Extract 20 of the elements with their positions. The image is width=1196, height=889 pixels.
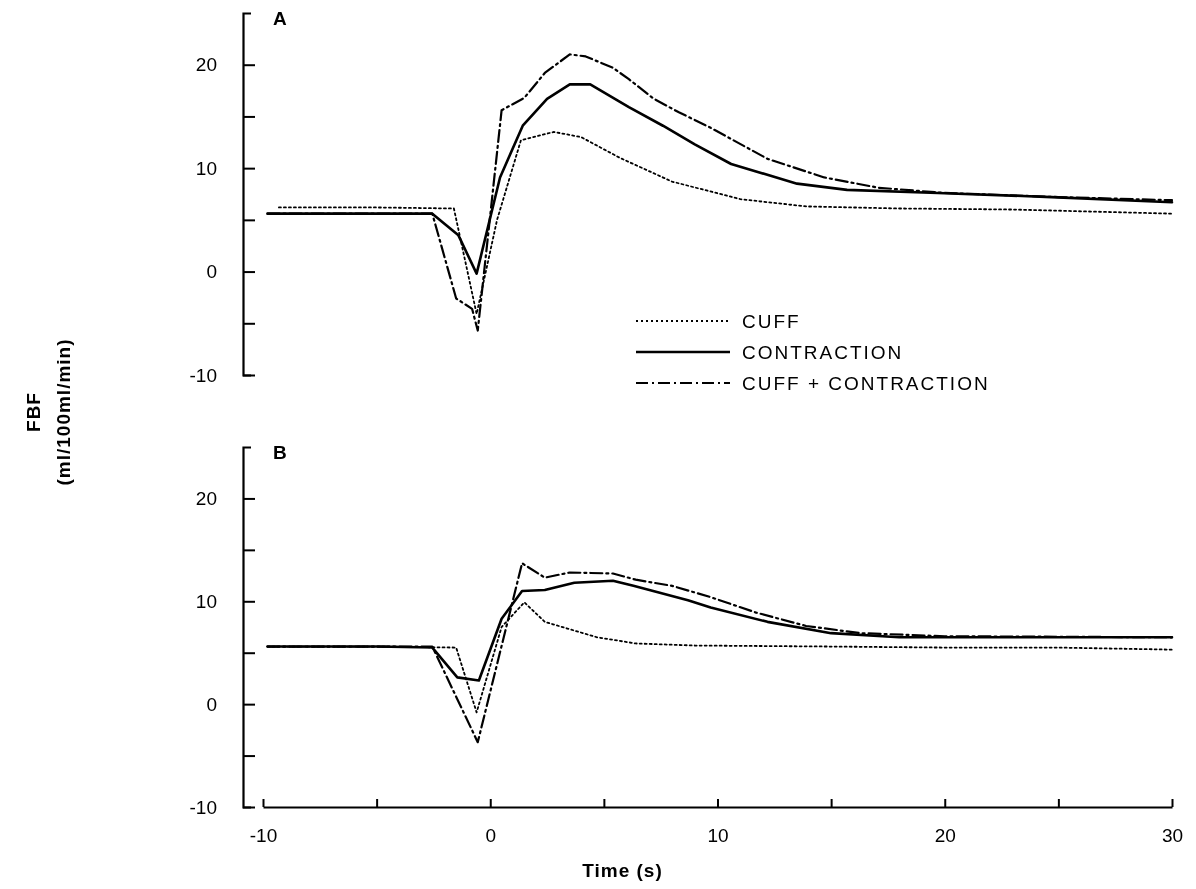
x-tick-label: 30 — [1161, 825, 1184, 847]
x-tick-label: 10 — [707, 825, 729, 847]
y-tick-label: 20 — [195, 54, 217, 76]
chart-title: B — [273, 442, 287, 463]
y-tick-label: 0 — [206, 693, 217, 715]
x-axis-title: Time (s) — [582, 860, 663, 881]
x-tick-label: -10 — [249, 825, 278, 847]
y-tick-label: -10 — [189, 796, 217, 818]
y-axis-title: FBF (ml/100ml/min) — [23, 338, 74, 486]
y-tick-label: 10 — [195, 157, 217, 179]
y-tick-label: 10 — [195, 590, 217, 612]
y-tick-label: -10 — [189, 364, 217, 386]
legend-label: CUFF + CONTRACTION — [742, 372, 990, 394]
legend-label: CUFF — [742, 310, 801, 332]
y-tick-label: 0 — [206, 261, 217, 283]
chart-title: A — [273, 8, 287, 29]
y-tick-label: 20 — [195, 488, 217, 510]
x-tick-label: 20 — [934, 825, 956, 847]
x-tick-label: 0 — [485, 825, 497, 847]
legend-label: CONTRACTION — [742, 341, 904, 363]
